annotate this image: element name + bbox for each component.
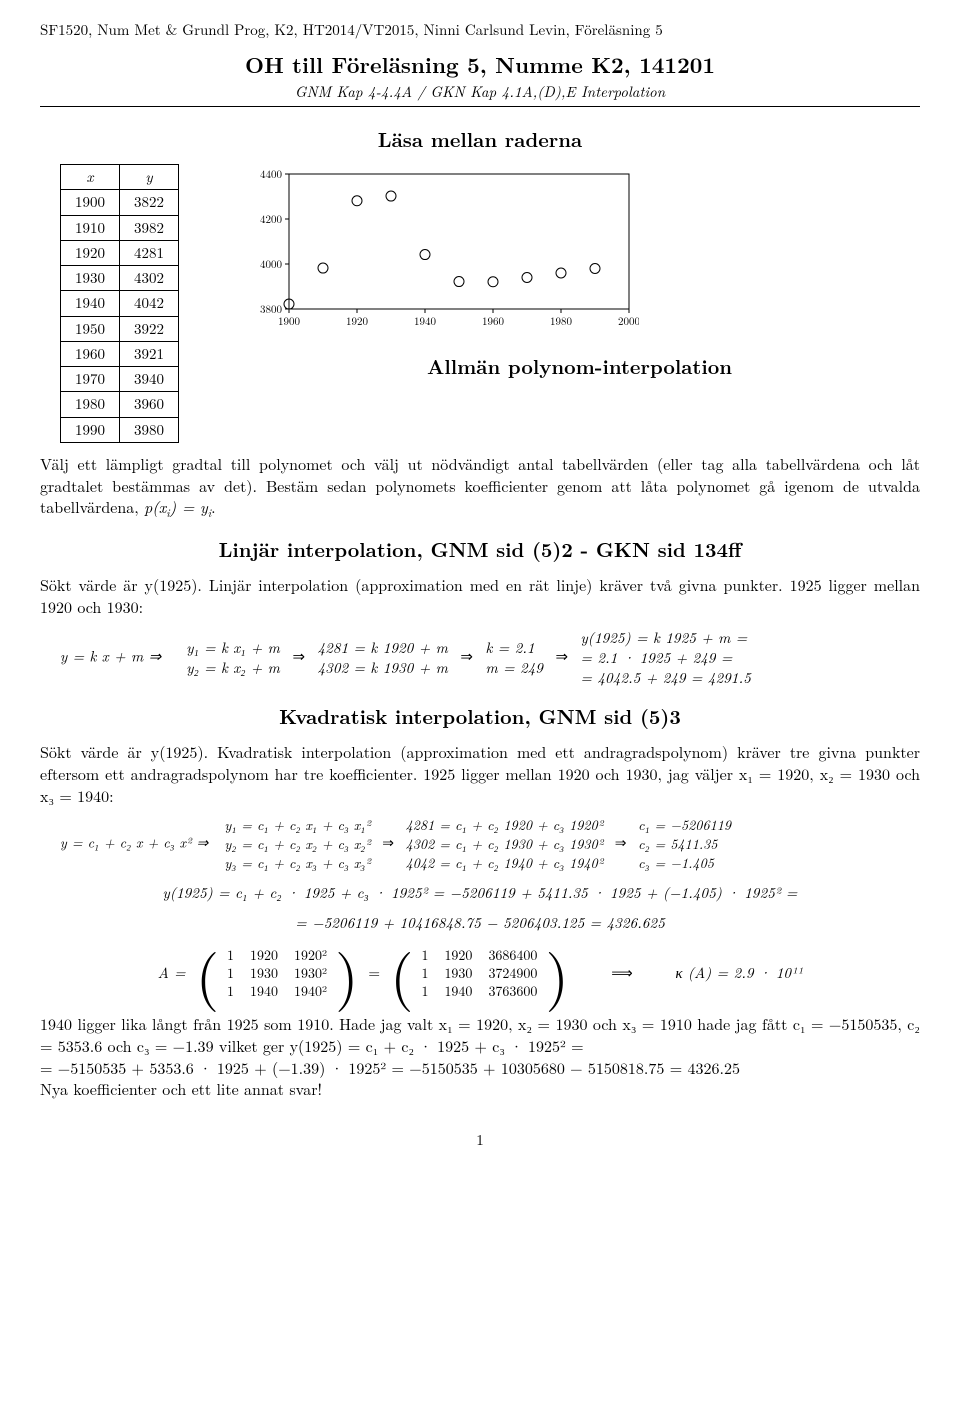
- table-row: 19404042: [61, 291, 179, 316]
- svg-text:3800: 3800: [260, 302, 282, 317]
- data-and-chart-row: x y 190038221910398219204281193043021940…: [40, 164, 920, 443]
- scatter-chart: 1900192019401960198020003800400042004400: [239, 164, 639, 334]
- matrix-row: A = ( 119201920²119301930²119401940² ) =…: [40, 943, 920, 1003]
- page-number: 1: [40, 1130, 920, 1150]
- svg-text:1980: 1980: [550, 314, 572, 329]
- page-header: SF1520, Num Met & Grundl Prog, K2, HT201…: [40, 20, 920, 40]
- quad-step-2: = −5206119 + 10416848.75 − 5206403.125 =…: [40, 913, 920, 933]
- table-row: 19304302: [61, 266, 179, 291]
- paragraph-alt-choice: 1940 ligger lika långt från 1925 som 191…: [40, 1013, 920, 1099]
- table-row: 19103982: [61, 215, 179, 240]
- quad-step-1: y(1925) = c₁ + c₂ · 1925 + c₃ · 1925² = …: [40, 883, 920, 903]
- header-rule: [40, 106, 920, 107]
- table-row: 19503922: [61, 316, 179, 341]
- section-heading-2: Allmän polynom-interpolation: [239, 352, 920, 379]
- svg-text:1920: 1920: [346, 314, 368, 329]
- svg-text:1960: 1960: [482, 314, 504, 329]
- svg-text:4400: 4400: [260, 167, 282, 182]
- section-heading-3: Linjär interpolation, GNM sid (5)2 - GKN…: [40, 535, 920, 562]
- linear-equation-block: y = k x + m ⇒ y₁ = k x₁ + m y₂ = k x₂ + …: [40, 628, 920, 689]
- table-row: 19204281: [61, 240, 179, 265]
- col-x: x: [61, 165, 120, 190]
- svg-text:1940: 1940: [414, 314, 436, 329]
- table-row: 19603921: [61, 341, 179, 366]
- paragraph-quadratic: Sökt värde är y(1925). Kvadratisk interp…: [40, 741, 920, 806]
- paragraph-polynom-general: Välj ett lämpligt gradtal till polynomet…: [40, 453, 920, 521]
- svg-text:2000: 2000: [618, 314, 639, 329]
- table-row: 19003822: [61, 190, 179, 215]
- section-heading-4: Kvadratisk interpolation, GNM sid (5)3: [40, 702, 920, 729]
- doc-title: OH till Föreläsning 5, Numme K2, 141201: [40, 50, 920, 80]
- table-row: 19803960: [61, 392, 179, 417]
- svg-text:4200: 4200: [260, 212, 282, 227]
- quadratic-equation-block: y = c₁ + c₂ x + c₃ x² ⇒ y₁ = c₁ + c₂ x₁ …: [40, 816, 920, 873]
- doc-subtitle: GNM Kap 4-4.4A / GKN Kap 4.1A,(D),E Inte…: [40, 82, 920, 102]
- svg-text:4000: 4000: [260, 257, 282, 272]
- table-row: 19703940: [61, 367, 179, 392]
- section-heading-1: Läsa mellan raderna: [40, 125, 920, 152]
- xy-data-table: x y 190038221910398219204281193043021940…: [60, 164, 179, 443]
- paragraph-linear: Sökt värde är y(1925). Linjär interpolat…: [40, 574, 920, 617]
- col-y: y: [120, 165, 179, 190]
- table-row: 19903980: [61, 417, 179, 442]
